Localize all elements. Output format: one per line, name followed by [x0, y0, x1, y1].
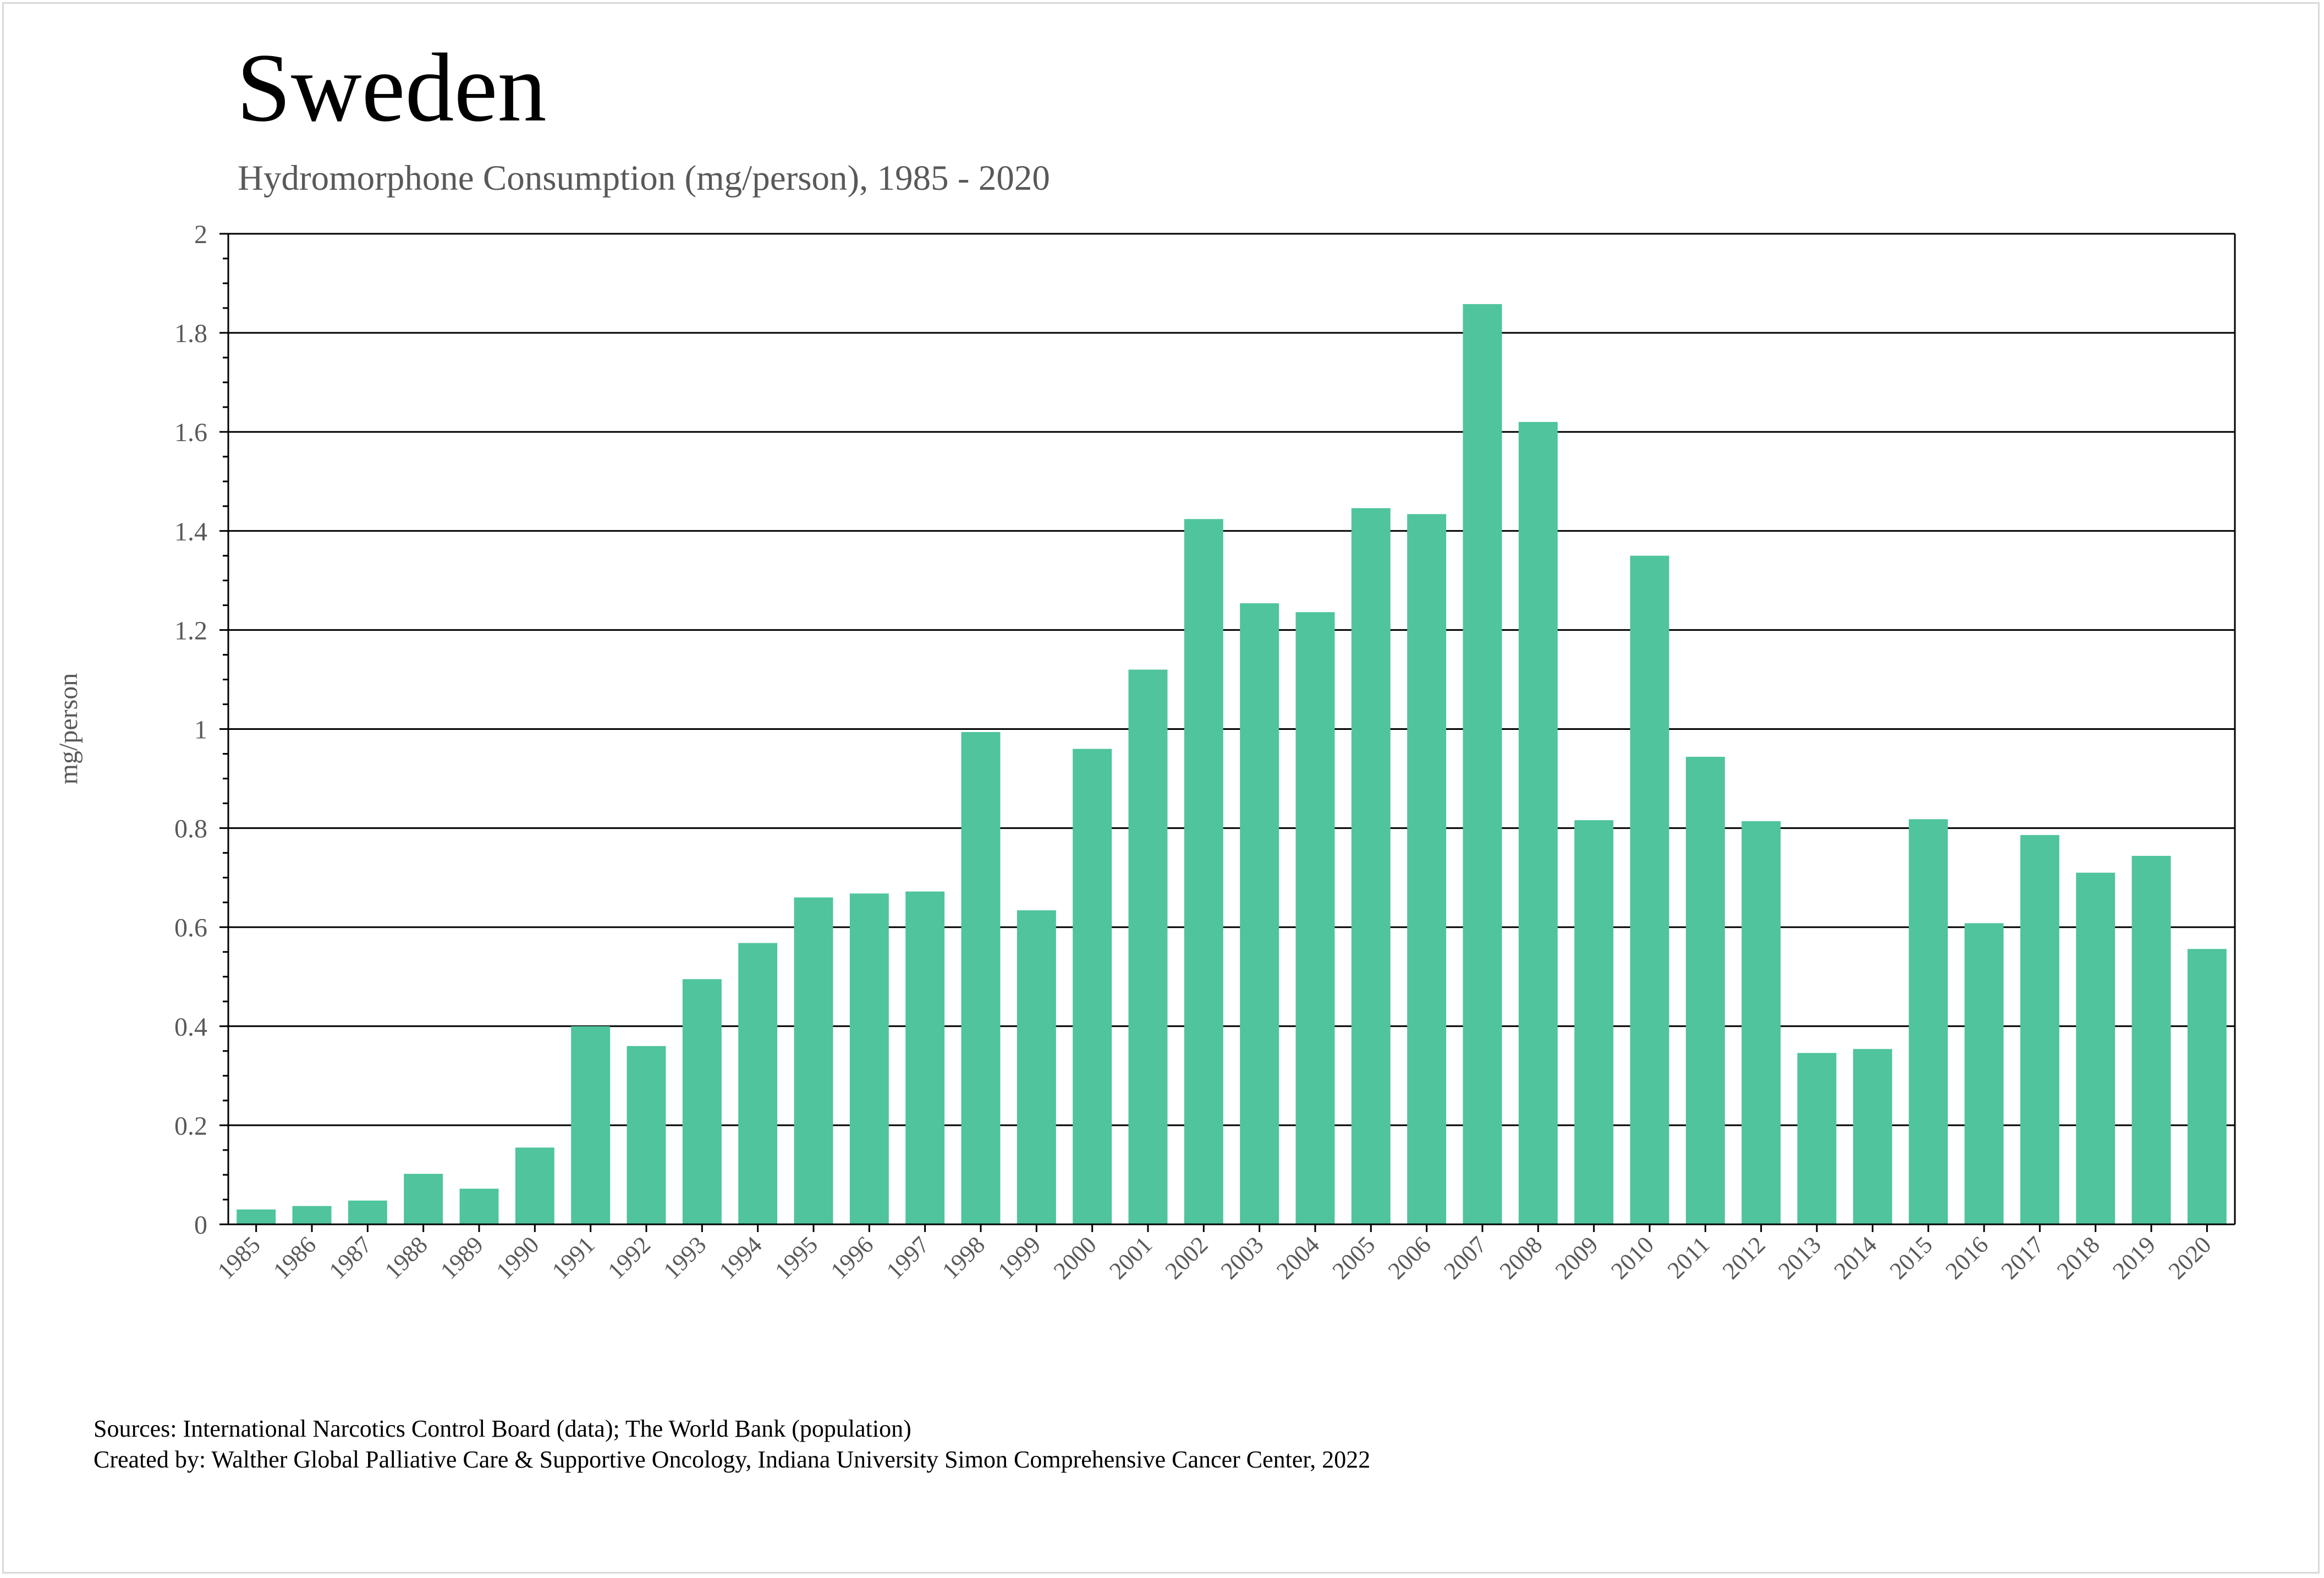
bar-1992 — [627, 1046, 666, 1224]
x-tick-label: 1988 — [380, 1231, 433, 1284]
bar-2019 — [2131, 856, 2171, 1224]
x-tick-label: 2015 — [1885, 1231, 1938, 1284]
x-tick-label: 1990 — [491, 1231, 545, 1284]
chart-title: Sweden — [237, 33, 547, 142]
bar-1986 — [292, 1206, 332, 1224]
bar-1985 — [237, 1209, 276, 1224]
bar-1998 — [961, 732, 1001, 1224]
bar-2010 — [1630, 556, 1669, 1225]
bar-2006 — [1407, 514, 1447, 1224]
axes — [219, 233, 2236, 1232]
x-tick-label: 2002 — [1160, 1231, 1213, 1284]
x-tick-label: 1992 — [602, 1231, 656, 1284]
bar-1995 — [794, 897, 833, 1224]
bar-2002 — [1184, 519, 1223, 1224]
x-tick-label: 2001 — [1104, 1231, 1157, 1284]
y-tick-label: 2 — [194, 220, 207, 249]
gridlines — [228, 233, 2235, 1126]
x-tick-label: 1997 — [881, 1231, 935, 1284]
x-tick-label: 2003 — [1216, 1231, 1269, 1284]
bar-2018 — [2076, 872, 2116, 1224]
bar-2013 — [1797, 1053, 1837, 1224]
chart-subtitle: Hydromorphone Consumption (mg/person), 1… — [238, 158, 1050, 198]
x-tick-label: 2019 — [2107, 1231, 2161, 1284]
x-tick-label: 2008 — [1495, 1231, 1548, 1284]
bar-1993 — [682, 979, 722, 1224]
x-tick-label: 2012 — [1717, 1231, 1771, 1284]
bar-1994 — [738, 943, 778, 1224]
bar-1991 — [571, 1026, 611, 1224]
bar-2001 — [1128, 669, 1168, 1224]
bar-1999 — [1017, 910, 1056, 1224]
bar-2007 — [1463, 304, 1502, 1224]
x-tick-label: 2010 — [1606, 1231, 1659, 1284]
y-tick-label: 0.6 — [174, 914, 207, 943]
bar-2012 — [1741, 821, 1781, 1224]
bar-2004 — [1295, 612, 1335, 1224]
y-tick-label: 0.8 — [174, 815, 207, 844]
bar-1997 — [905, 891, 945, 1224]
x-tick-label: 2016 — [1940, 1231, 1993, 1284]
bar-2020 — [2187, 949, 2227, 1224]
x-tick-label: 1987 — [324, 1231, 377, 1284]
y-tick-label: 1.8 — [174, 319, 207, 348]
bar-2017 — [2020, 835, 2059, 1224]
x-tick-label: 2006 — [1383, 1231, 1436, 1284]
bar-2014 — [1853, 1049, 1892, 1224]
y-tick-label: 0 — [194, 1211, 207, 1240]
bars — [237, 304, 2227, 1225]
bar-2016 — [1964, 923, 2004, 1224]
bar-1989 — [459, 1189, 499, 1224]
bar-1996 — [849, 893, 889, 1224]
x-tick-label: 1986 — [268, 1231, 321, 1284]
sources-note: Sources: International Narcotics Control… — [94, 1415, 911, 1442]
y-tick-label: 0.2 — [174, 1112, 207, 1141]
bar-2008 — [1518, 422, 1558, 1225]
x-tick-label: 2004 — [1271, 1231, 1325, 1284]
bar-2015 — [1909, 819, 1948, 1224]
x-tick-label: 2018 — [2052, 1231, 2105, 1284]
x-tick-label: 2011 — [1662, 1231, 1715, 1284]
x-tick-label: 2009 — [1550, 1231, 1603, 1284]
y-tick-label: 1.2 — [174, 616, 207, 645]
created-by-note: Created by: Walther Global Palliative Ca… — [94, 1446, 1371, 1473]
x-tick-label: 1995 — [770, 1231, 823, 1284]
y-tick-label: 1.4 — [174, 517, 207, 546]
x-tick-label: 1998 — [937, 1231, 990, 1284]
x-tick-label: 2013 — [1773, 1231, 1826, 1284]
bar-2000 — [1073, 749, 1112, 1224]
y-tick-label: 1 — [194, 716, 207, 745]
bar-1987 — [348, 1200, 387, 1224]
x-tick-label: 2000 — [1048, 1231, 1102, 1284]
x-tick-label: 1991 — [547, 1231, 600, 1284]
footer: Sources: International Narcotics Control… — [94, 1414, 1370, 1475]
bar-2009 — [1574, 820, 1614, 1224]
x-tick-label: 1989 — [435, 1231, 488, 1284]
x-tick-label: 2017 — [1996, 1231, 2050, 1284]
bar-2005 — [1351, 508, 1391, 1225]
y-tick-label: 1.6 — [174, 418, 207, 447]
bar-1988 — [404, 1174, 443, 1224]
x-tick-label: 1985 — [212, 1231, 266, 1284]
x-tick-label: 2007 — [1438, 1231, 1492, 1284]
y-axis-label: mg/person — [54, 673, 83, 785]
x-tick-label: 1996 — [826, 1231, 879, 1284]
bar-1990 — [515, 1147, 554, 1224]
bar-2003 — [1240, 603, 1279, 1224]
bar-2011 — [1685, 756, 1725, 1224]
x-tick-label: 1994 — [714, 1231, 767, 1284]
x-tick-label: 1993 — [658, 1231, 712, 1284]
x-tick-label: 2014 — [1829, 1231, 1882, 1284]
x-tick-label: 1999 — [993, 1231, 1046, 1284]
x-tick-label: 2005 — [1327, 1231, 1381, 1284]
x-tick-label: 2020 — [2163, 1231, 2217, 1284]
y-tick-label: 0.4 — [174, 1013, 207, 1042]
